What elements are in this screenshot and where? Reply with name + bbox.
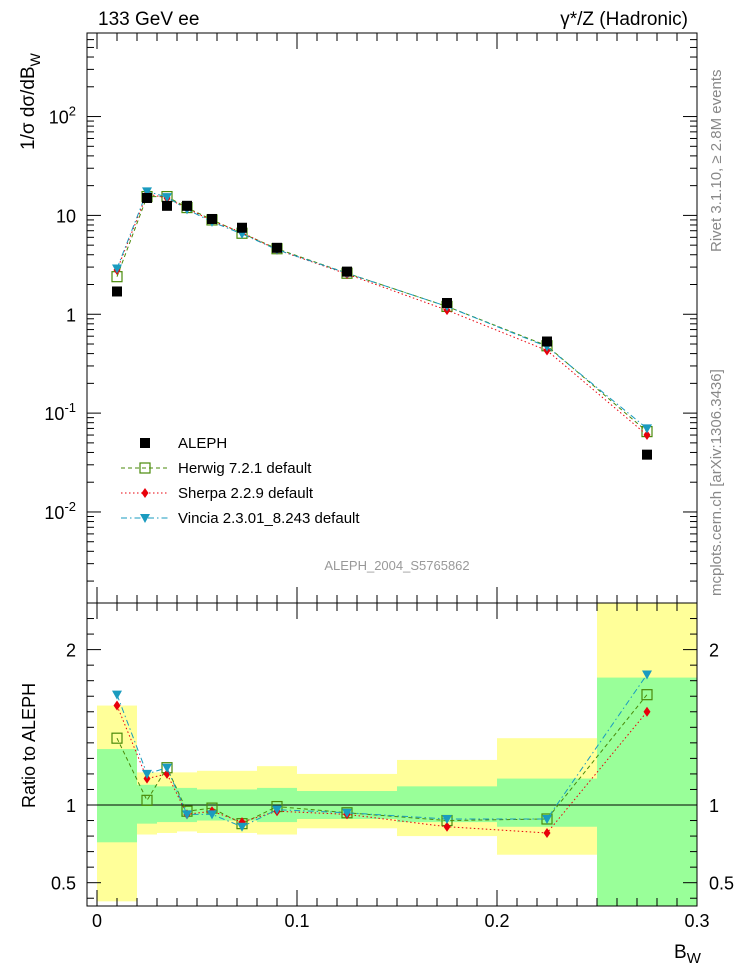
header-right: γ*/Z (Hadronic) [560,9,688,30]
legend-label-herwig: Herwig 7.2.1 default [178,460,312,477]
x-axis-label-subscript: W [687,950,702,967]
legend-label-vincia: Vincia 2.3.01_8.243 default [178,510,360,527]
band-inner-0 [97,749,137,843]
ratio-ytick-label-right: 2 [709,641,719,661]
data-point [182,200,192,211]
series-data [112,192,652,460]
ratio-sherpa-point [113,700,121,711]
ratio-ytick-label: 2 [66,641,76,661]
xtick-label: 0 [92,911,102,931]
main-ytick-label: 1 [66,305,76,325]
data-point [442,297,452,308]
main-ytick-label: 10-1 [44,400,76,424]
herwig-line [116,196,648,432]
legend-marker-data [140,438,150,448]
ratio-vincia-point [142,769,152,779]
ratio-herwig-point [141,794,153,806]
series-vincia [112,187,652,434]
ratio-vincia-line [116,674,648,828]
legend-entry-herwig: Herwig 7.2.1 default [121,460,312,477]
main-ytick-label: 102 [49,104,76,128]
ratio-ytick-label-right: 1 [709,796,719,816]
main-ytick-label: 10 [56,206,76,226]
vincia-point [112,264,122,274]
data-point [272,242,282,253]
ratio-vincia-point [442,814,452,824]
band-inner-1 [137,784,157,824]
ratio-herwig-line [116,694,648,825]
main-ytick-exponent: -2 [64,499,76,514]
sherpa-line [116,193,648,436]
band-inner-2 [157,786,177,823]
legend: ALEPH Herwig 7.2.1 default Sherpa 2.2.9 de… [121,435,360,527]
legend-marker-vincia [140,514,150,523]
ratio-herwig-point [641,689,653,701]
ratio-sherpa-point [643,706,651,717]
data-point [112,286,122,297]
legend-entry-vincia: Vincia 2.3.01_8.243 default [121,510,360,527]
ratio-vincia-point [162,763,172,773]
analysis-watermark: ALEPH_2004_S5765862 [324,558,469,573]
main-ytick-label: 10-2 [44,499,76,523]
x-axis-label-text: B [674,942,687,963]
main-panel-series [111,187,653,460]
ratio-ylabel: Ratio to ALEPH [19,683,39,808]
ratio-ytick-label: 0.5 [51,874,76,894]
data-point [642,449,652,460]
legend-label-sherpa: Sherpa 2.2.9 default [178,485,314,502]
ratio-vincia-point [642,670,652,680]
rivet-label: Rivet 3.1.10, ≥ 2.8M events [708,70,725,253]
vincia-point [142,187,152,197]
legend-entry-sherpa: Sherpa 2.2.9 default [121,485,314,502]
ratio-sherpa-point [443,821,451,832]
vincia-point [642,424,652,434]
ratio-vincia-point [272,805,282,815]
main-ytick-base: 10 [44,404,64,424]
data-point [142,192,152,203]
data-point [207,213,217,224]
legend-entry-data: ALEPH [140,435,227,452]
legend-marker-herwig [139,462,151,474]
data-point [162,200,172,211]
series-herwig [111,190,653,438]
legend-label-data: ALEPH [178,435,227,452]
sherpa-point [643,430,651,441]
data-point [237,222,247,233]
main-ytick-exponent: 2 [69,104,76,119]
header-left: 133 GeV ee [98,9,199,30]
main-ytick-base: 10 [44,503,64,523]
ratio-uncertainty-bands [87,603,697,906]
main-ytick-base: 10 [49,108,69,128]
ratio-panel-series [111,670,653,838]
ratio-herwig-point [111,732,123,744]
ratio-sherpa-line [116,705,648,834]
ratio-ytick-label: 1 [66,796,76,816]
main-ylabel: 1/σ dσ/dBW [18,52,43,150]
ratio-vincia-point [342,808,352,818]
mcplots-label: mcplots.cern.ch [arXiv:1306.3436] [708,369,725,596]
vincia-line [116,190,648,429]
x-axis-label: BW [674,942,702,967]
ratio-vincia-point [112,690,122,700]
xtick-label: 0.3 [684,911,709,931]
legend-marker-sherpa [141,488,149,498]
ratio-vincia-point [207,810,217,820]
main-ylabel-subscript: W [27,52,43,66]
data-point [542,336,552,347]
xtick-label: 0.2 [484,911,509,931]
ratio-sherpa-point [543,827,551,838]
ratio-vincia-point [182,810,192,820]
ratio-ytick-label-right: 0.5 [709,874,734,894]
ratio-panel-frame [86,602,698,907]
data-point [342,266,352,277]
xtick-label: 0.1 [284,911,309,931]
main-ylabel-text: 1/σ dσ/dB [18,66,39,150]
ratio-series-vincia [112,670,652,832]
main-ytick-exponent: -1 [64,400,76,415]
ratio-vincia-point [542,814,552,824]
vincia-point [162,193,172,203]
series-sherpa [113,188,651,441]
ratio-vincia-point [237,822,247,832]
